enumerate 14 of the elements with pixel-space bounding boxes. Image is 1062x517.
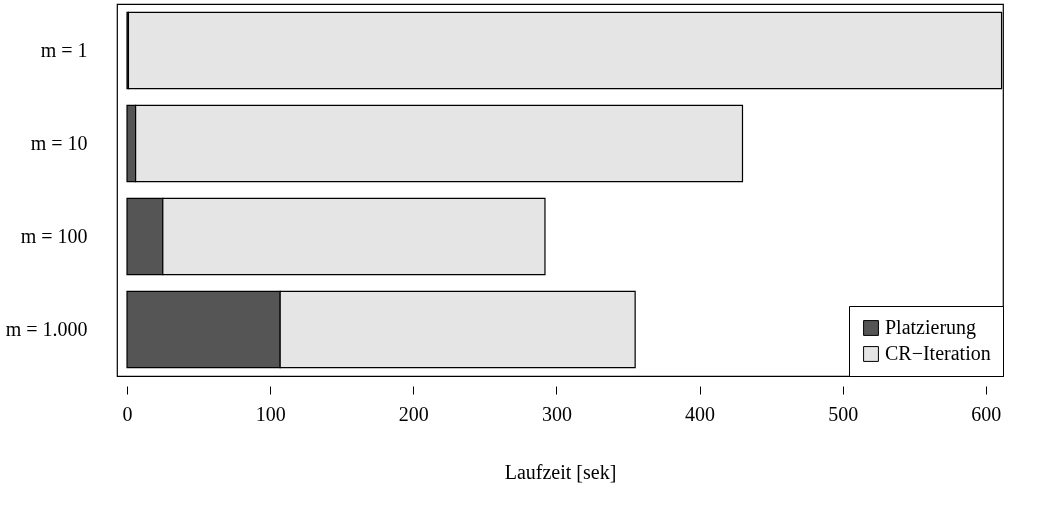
x-tick-label: 200 [398, 402, 429, 425]
legend-label: Platzierung [885, 316, 977, 339]
x-tick-label: 300 [541, 402, 572, 425]
y-tick-label: m = 1.000 [5, 317, 88, 340]
x-tick-label: 600 [971, 402, 1002, 425]
y-tick-label: m = 1 [40, 38, 88, 61]
x-tick-label: 500 [828, 402, 859, 425]
x-axis-title: Laufzeit [sek] [504, 460, 617, 483]
x-tick-label: 100 [255, 402, 286, 425]
x-tick-label: 400 [685, 402, 716, 425]
legend-label: CR−Iteration [885, 342, 991, 364]
x-tick-label: 0 [122, 402, 133, 425]
y-tick-label: m = 10 [30, 131, 88, 154]
y-tick-label: m = 100 [20, 224, 88, 247]
